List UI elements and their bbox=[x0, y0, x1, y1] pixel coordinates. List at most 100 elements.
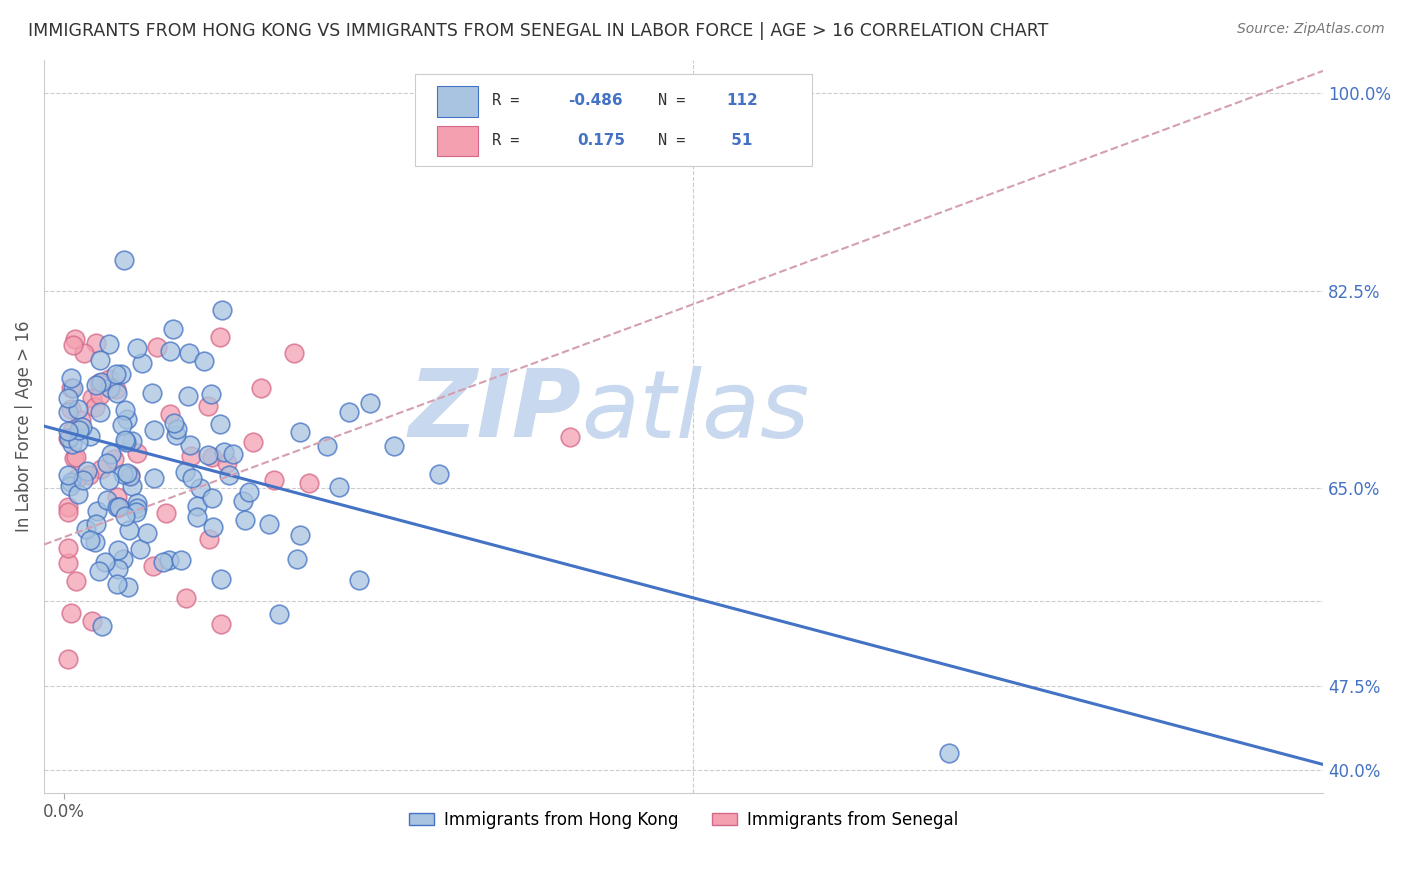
Point bbox=[188, 481, 211, 495]
Point bbox=[110, 367, 132, 381]
Text: N =: N = bbox=[658, 93, 695, 108]
Point bbox=[65, 471, 87, 485]
Point bbox=[176, 591, 198, 606]
Point bbox=[79, 429, 101, 443]
Point bbox=[58, 431, 80, 445]
Point bbox=[181, 471, 204, 485]
Point bbox=[76, 464, 98, 478]
Point bbox=[242, 435, 264, 450]
Point bbox=[117, 467, 139, 481]
Point bbox=[107, 562, 129, 576]
Text: R =: R = bbox=[492, 93, 529, 108]
Point bbox=[263, 474, 285, 488]
Point bbox=[211, 303, 233, 318]
Point bbox=[107, 500, 129, 514]
Point bbox=[87, 564, 110, 578]
Point bbox=[97, 372, 120, 386]
Point bbox=[84, 516, 107, 531]
Point bbox=[117, 580, 139, 594]
Point bbox=[72, 473, 94, 487]
Point bbox=[56, 505, 79, 519]
Point bbox=[136, 525, 159, 540]
FancyBboxPatch shape bbox=[415, 74, 811, 166]
Point bbox=[80, 615, 103, 629]
Point bbox=[120, 469, 142, 483]
Point bbox=[186, 510, 208, 524]
Bar bbox=[437, 126, 478, 156]
Point bbox=[77, 468, 100, 483]
Point bbox=[347, 573, 370, 587]
Point bbox=[212, 445, 235, 459]
Point bbox=[121, 479, 143, 493]
Point bbox=[142, 559, 165, 574]
Point bbox=[215, 456, 238, 470]
Point bbox=[75, 522, 97, 536]
Point bbox=[107, 386, 129, 401]
Point bbox=[56, 431, 79, 445]
Point bbox=[89, 352, 111, 367]
Point bbox=[208, 330, 231, 344]
Point bbox=[316, 439, 339, 453]
Y-axis label: In Labor Force | Age > 16: In Labor Force | Age > 16 bbox=[15, 320, 32, 532]
Point bbox=[98, 473, 121, 487]
Point bbox=[146, 340, 169, 354]
Point bbox=[267, 607, 290, 621]
Point bbox=[94, 556, 117, 570]
Point bbox=[114, 434, 136, 449]
Point bbox=[125, 496, 148, 510]
Point bbox=[98, 381, 121, 395]
Point bbox=[359, 396, 381, 410]
Bar bbox=[437, 86, 478, 117]
Point bbox=[197, 399, 219, 413]
Point bbox=[66, 487, 89, 501]
Point bbox=[56, 500, 79, 515]
Text: atlas: atlas bbox=[581, 366, 810, 457]
Text: N =: N = bbox=[658, 133, 695, 148]
Point bbox=[118, 523, 141, 537]
Point bbox=[89, 388, 111, 402]
Point bbox=[125, 342, 148, 356]
Point bbox=[283, 345, 305, 359]
Point bbox=[56, 651, 79, 665]
Point bbox=[328, 480, 350, 494]
Point bbox=[84, 378, 107, 392]
Point bbox=[125, 446, 148, 460]
Point bbox=[70, 420, 93, 434]
Point bbox=[70, 413, 93, 427]
Point bbox=[62, 338, 84, 352]
Point bbox=[427, 467, 450, 481]
Point bbox=[112, 253, 135, 268]
Point bbox=[198, 532, 221, 546]
Point bbox=[174, 465, 197, 479]
Point bbox=[157, 553, 180, 567]
Point bbox=[201, 491, 224, 505]
Point bbox=[114, 508, 136, 523]
Point bbox=[200, 386, 222, 401]
Point bbox=[170, 553, 193, 567]
Point bbox=[125, 501, 148, 516]
Point bbox=[56, 405, 79, 419]
Point bbox=[131, 356, 153, 370]
Point bbox=[89, 405, 111, 419]
Point bbox=[60, 436, 83, 450]
Point bbox=[163, 416, 186, 430]
Point bbox=[105, 577, 128, 591]
Point bbox=[162, 322, 184, 336]
Point bbox=[90, 461, 112, 475]
Point bbox=[121, 434, 143, 448]
Point bbox=[141, 386, 163, 401]
Point bbox=[67, 402, 90, 417]
Point bbox=[60, 381, 83, 395]
Point bbox=[290, 528, 312, 542]
Point bbox=[218, 467, 240, 482]
Point bbox=[97, 336, 120, 351]
Point bbox=[87, 376, 110, 391]
Point bbox=[209, 617, 232, 632]
Point bbox=[297, 476, 319, 491]
Point bbox=[180, 449, 202, 463]
Text: R =: R = bbox=[492, 133, 529, 148]
Point bbox=[120, 467, 142, 482]
Point bbox=[166, 422, 188, 436]
Point bbox=[56, 424, 79, 438]
Point bbox=[59, 479, 82, 493]
